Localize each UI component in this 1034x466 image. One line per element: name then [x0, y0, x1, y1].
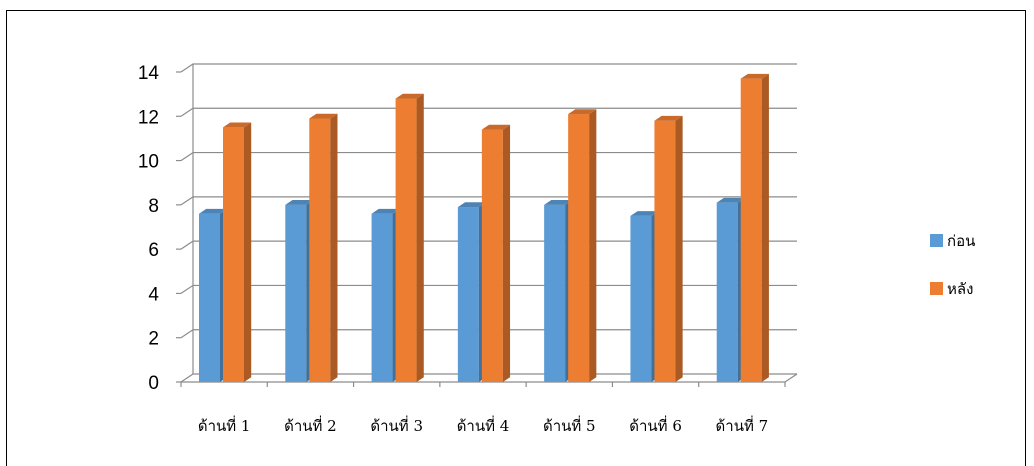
- bar-top: [223, 122, 252, 128]
- bar-top: [309, 113, 338, 119]
- bar-front: [199, 213, 220, 382]
- bar: [223, 122, 252, 383]
- y-tick-label: 14: [138, 63, 160, 84]
- y-tick-label: 0: [148, 373, 159, 394]
- bar-top: [544, 200, 573, 205]
- y-tick-label: 4: [148, 284, 159, 305]
- bar: [371, 208, 400, 382]
- bar-top: [285, 200, 314, 205]
- legend-swatch: [930, 234, 943, 247]
- bar-front: [716, 202, 738, 382]
- chart-frame: [6, 10, 1026, 466]
- bar-front: [371, 213, 393, 382]
- bar-front: [309, 118, 331, 382]
- bar-side: [761, 73, 769, 382]
- bar: [199, 208, 228, 382]
- bar-front: [568, 114, 590, 383]
- gridline: [180, 63, 797, 73]
- bar-side: [244, 122, 252, 383]
- bar-top: [740, 73, 769, 79]
- x-category-label: ด้านที่ 1: [198, 415, 251, 435]
- x-category-label: ด้านที่ 7: [716, 415, 769, 435]
- x-category-label: ด้านที่ 5: [543, 415, 596, 435]
- legend-label: ก่อน: [947, 232, 975, 250]
- x-category-label: ด้านที่ 2: [284, 415, 337, 435]
- bar-front: [395, 98, 417, 383]
- bar: [740, 73, 769, 383]
- y-tick-label: 8: [148, 196, 159, 217]
- bar-side: [589, 109, 597, 383]
- bar-series: [199, 73, 769, 383]
- gridline: [180, 107, 797, 117]
- bar-top: [568, 109, 597, 115]
- bar: [544, 200, 573, 382]
- legend-label: หลัง: [947, 280, 973, 298]
- bar-top: [457, 202, 487, 208]
- bar-front: [457, 207, 479, 382]
- y-tick-label: 10: [138, 152, 159, 173]
- bar: [481, 124, 511, 383]
- y-tick-label: 12: [138, 107, 159, 128]
- bar-side: [502, 124, 511, 383]
- bar-front: [285, 204, 307, 382]
- x-category-label: ด้านที่ 4: [457, 415, 510, 435]
- x-category-label: ด้านที่ 3: [370, 415, 423, 435]
- bar-front: [740, 78, 762, 383]
- legend-swatch: [930, 282, 943, 295]
- x-axis-depth-line: [784, 373, 798, 383]
- bar-top: [199, 208, 228, 214]
- y-tick-labels: 0 2 4 6 8 10 12 14: [138, 63, 160, 394]
- bar: [285, 200, 314, 382]
- bar-top: [481, 124, 511, 130]
- y-tick-label: 6: [148, 240, 159, 261]
- bar: [716, 197, 745, 382]
- bar-top: [630, 211, 659, 216]
- bar-side: [675, 115, 683, 383]
- bar: [395, 93, 424, 383]
- bar-top: [654, 115, 683, 121]
- x-category-labels: ด้านที่ 1 ด้านที่ 2 ด้านที่ 3 ด้านที่ 4 ด้าน…: [198, 415, 768, 435]
- bar-front: [481, 129, 503, 382]
- x-category-label: ด้านที่ 6: [629, 415, 682, 435]
- bar-top: [371, 208, 400, 214]
- bar-side: [330, 113, 338, 382]
- y-tick-label: 2: [148, 329, 159, 350]
- bar-front: [223, 127, 244, 382]
- bar-side: [416, 93, 424, 383]
- bar: [568, 109, 597, 383]
- bar: [630, 211, 659, 382]
- bar: [654, 115, 683, 383]
- bar-front: [654, 120, 676, 382]
- bar-top: [395, 93, 424, 99]
- bar-front: [630, 215, 652, 382]
- bar-top: [716, 197, 745, 203]
- bar: [457, 202, 487, 382]
- bar: [309, 113, 338, 382]
- bar-front: [544, 204, 566, 382]
